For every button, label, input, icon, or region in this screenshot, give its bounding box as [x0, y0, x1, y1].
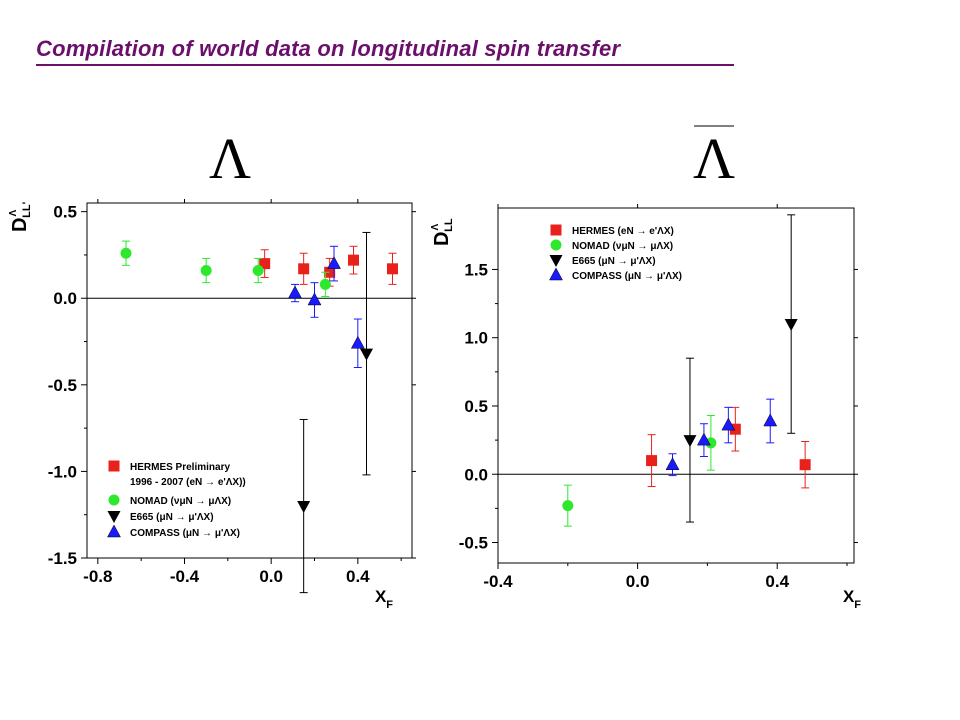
- nomad-point: [252, 265, 264, 277]
- hermes-point: [259, 258, 271, 270]
- legend-compass-marker: [549, 267, 563, 281]
- e665-point: [683, 435, 697, 448]
- chart-panel-1: -0.8 -0.4 0.0 0.40.50.0-0.5-1.0-1.5DΛ LL'XFΛ…: [8, 126, 416, 611]
- panel-title: Λ: [209, 126, 251, 191]
- legend-e665-label: E665 (μN → μ'ΛX): [572, 256, 656, 267]
- y-axis-label: DΛ LL': [8, 201, 33, 232]
- compass-point: [665, 457, 680, 470]
- legend: HERMES (eN → e'ΛX) NOMAD (νμN → μΛX) E665 …: [549, 224, 682, 282]
- y-tick-label: 0.5: [464, 397, 488, 416]
- y-tick-label: -1.5: [48, 549, 77, 568]
- y-tick-label: -1.0: [48, 462, 77, 481]
- hermes-point: [387, 263, 398, 275]
- y-axis-label-sub: LL': [21, 201, 33, 217]
- legend-e665-marker: [549, 255, 563, 267]
- series-nomad: [120, 240, 331, 298]
- hermes-point: [348, 254, 359, 266]
- e665-point: [297, 501, 311, 514]
- compass-point: [350, 335, 365, 349]
- series-compass: [665, 398, 778, 477]
- x-axis-label-main: X: [375, 587, 387, 606]
- chart-panel-2: -0.4 0.0 0.41.51.00.50.0-0.5DΛ LLXFΛHERMES …: [430, 125, 861, 611]
- e665-point: [360, 348, 373, 361]
- y-axis-label-sup: Λ: [430, 224, 441, 231]
- x-tick-label: 0.0: [626, 572, 650, 591]
- hermes-point: [799, 459, 811, 471]
- compass-point: [288, 285, 302, 299]
- panel-title: Λ: [693, 126, 735, 191]
- plot-frame: [497, 207, 855, 564]
- series-nomad: [562, 415, 717, 527]
- y-axis-label-main: D: [9, 218, 31, 232]
- x-axis-label: XF: [375, 587, 393, 611]
- hermes-point: [324, 266, 336, 278]
- legend-hermes-marker: [550, 224, 562, 236]
- x-tick-label: -0.4: [483, 572, 513, 591]
- legend-nomad-marker: [550, 239, 562, 251]
- nomad-point: [319, 278, 331, 290]
- legend-nomad-marker: [108, 494, 120, 506]
- x-axis-label-main: X: [843, 587, 855, 606]
- x-tick-label: -0.4: [170, 567, 200, 586]
- y-axis-label-main: D: [431, 232, 453, 246]
- legend-compass-label: COMPASS (μN → μ'ΛX): [130, 528, 240, 539]
- y-tick-label: -0.5: [48, 376, 77, 395]
- series-e665: [297, 231, 373, 594]
- series-hermes: [646, 406, 811, 489]
- nomad-point: [200, 265, 212, 277]
- y-tick-label: 0.0: [464, 465, 488, 484]
- legend-compass-marker: [107, 524, 121, 538]
- legend-hermes-marker: [108, 460, 120, 472]
- legend-nomad-label: NOMAD (νμN → μΛX): [130, 496, 231, 507]
- legend-nomad-label: NOMAD (νμN → μΛX): [572, 241, 673, 252]
- compass-point: [721, 417, 736, 431]
- x-tick-label: -0.8: [83, 567, 112, 586]
- y-tick-label: 0.0: [53, 289, 77, 308]
- legend-e665-marker: [107, 511, 121, 523]
- x-axis-label-sub: F: [854, 599, 861, 611]
- plot-frame: [86, 202, 413, 559]
- x-tick-label: 0.4: [346, 567, 370, 586]
- hermes-point: [298, 263, 310, 275]
- e665-point: [784, 319, 798, 332]
- series-e665: [683, 214, 798, 523]
- legend-compass-label: COMPASS (μN → μ'ΛX): [572, 271, 682, 282]
- compass-point: [697, 432, 711, 446]
- x-axis-label: XF: [843, 587, 861, 611]
- legend-hermes-label2: 1996 - 2007 (eN → e'ΛX)): [130, 477, 246, 488]
- slide-title: Compilation of world data on longitudina…: [36, 36, 621, 61]
- y-tick-label: 1.5: [464, 260, 488, 279]
- y-tick-label: 1.0: [464, 329, 488, 348]
- x-tick-label: 0.4: [765, 572, 789, 591]
- compass-point: [327, 256, 341, 269]
- hermes-point: [646, 455, 658, 467]
- legend-hermes-label: HERMES Preliminary: [130, 462, 230, 473]
- title-underline: [36, 64, 734, 66]
- y-axis-label-sub: LL: [443, 218, 455, 232]
- series-compass: [288, 245, 365, 369]
- hermes-point: [729, 423, 741, 435]
- y-tick-label: 0.5: [53, 203, 77, 222]
- legend-e665-label: E665 (μN → μ'ΛX): [130, 512, 214, 523]
- y-axis-label-sup: Λ: [8, 210, 19, 217]
- legend: HERMES Preliminary 1996 - 2007 (eN → e'ΛX…: [107, 460, 246, 539]
- nomad-point: [120, 247, 132, 259]
- y-tick-label: -0.5: [459, 534, 488, 553]
- x-axis-label-sub: F: [386, 599, 393, 611]
- y-axis-label: DΛ LL: [430, 218, 455, 246]
- nomad-point: [705, 437, 717, 449]
- compass-point: [307, 292, 322, 306]
- legend-hermes-label: HERMES (eN → e'ΛX): [572, 226, 674, 237]
- x-tick-label: 0.0: [259, 567, 283, 586]
- compass-point: [763, 413, 778, 427]
- nomad-point: [562, 500, 574, 512]
